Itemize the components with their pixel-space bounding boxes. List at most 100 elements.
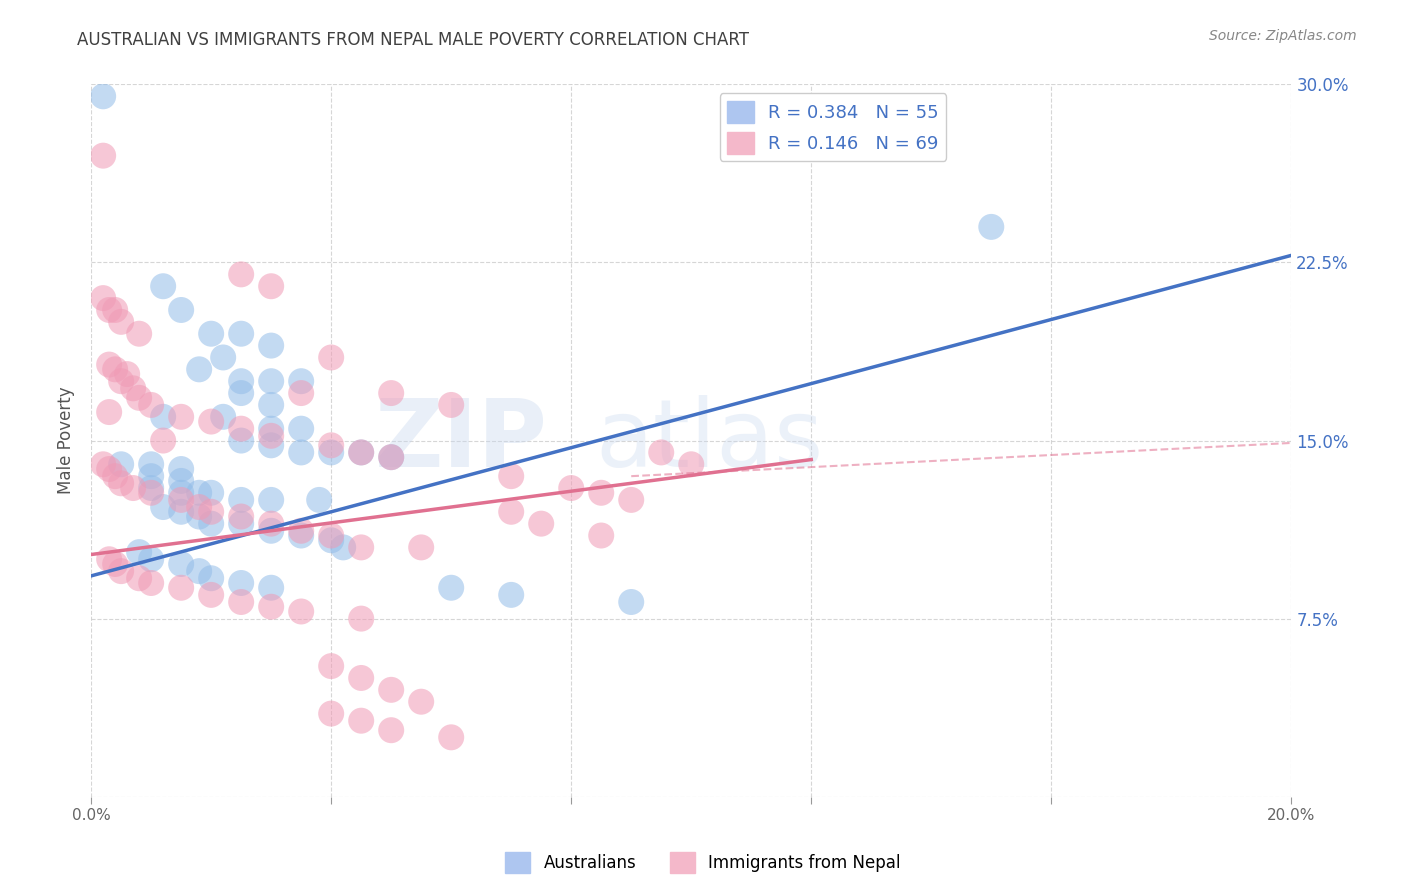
Point <box>128 545 150 559</box>
Point <box>91 89 114 103</box>
Point <box>188 509 211 524</box>
Point <box>152 409 174 424</box>
Point <box>231 422 253 436</box>
Point <box>260 429 283 443</box>
Point <box>200 516 222 531</box>
Point <box>115 367 138 381</box>
Point <box>530 516 553 531</box>
Point <box>380 386 402 401</box>
Point <box>321 528 343 542</box>
Point <box>260 438 283 452</box>
Point <box>91 149 114 163</box>
Point <box>200 571 222 585</box>
Point <box>290 524 312 538</box>
Point <box>231 326 253 341</box>
Point <box>260 599 283 614</box>
Point <box>128 391 150 405</box>
Point <box>188 500 211 514</box>
Point <box>141 576 163 591</box>
Point <box>170 474 193 488</box>
Point <box>141 481 163 495</box>
Point <box>321 533 343 548</box>
Point <box>350 671 373 685</box>
Point <box>200 415 222 429</box>
Point <box>141 398 163 412</box>
Point <box>290 422 312 436</box>
Point <box>350 541 373 555</box>
Point <box>650 445 672 459</box>
Point <box>231 595 253 609</box>
Legend: Australians, Immigrants from Nepal: Australians, Immigrants from Nepal <box>499 846 907 880</box>
Point <box>591 485 613 500</box>
Point <box>128 571 150 585</box>
Point <box>231 268 253 282</box>
Point <box>290 528 312 542</box>
Point <box>110 315 132 329</box>
Point <box>98 303 121 318</box>
Text: atlas: atlas <box>595 394 824 486</box>
Point <box>98 462 121 476</box>
Point <box>290 605 312 619</box>
Point <box>260 398 283 412</box>
Point <box>681 458 703 472</box>
Point <box>440 731 463 745</box>
Point <box>170 492 193 507</box>
Point <box>104 362 127 376</box>
Point <box>122 481 145 495</box>
Point <box>332 541 354 555</box>
Point <box>170 557 193 571</box>
Point <box>501 505 523 519</box>
Point <box>260 524 283 538</box>
Point <box>200 505 222 519</box>
Point <box>188 485 211 500</box>
Point <box>308 492 330 507</box>
Point <box>321 351 343 365</box>
Point <box>260 338 283 352</box>
Point <box>980 219 1002 234</box>
Point <box>141 552 163 566</box>
Point <box>110 458 132 472</box>
Text: ZIP: ZIP <box>374 394 547 486</box>
Point <box>200 485 222 500</box>
Point <box>350 612 373 626</box>
Point <box>231 492 253 507</box>
Point <box>231 386 253 401</box>
Point <box>98 358 121 372</box>
Point <box>122 381 145 395</box>
Point <box>170 485 193 500</box>
Point <box>141 469 163 483</box>
Point <box>128 326 150 341</box>
Point <box>170 505 193 519</box>
Point <box>620 595 643 609</box>
Point <box>98 405 121 419</box>
Point <box>260 422 283 436</box>
Point <box>260 374 283 388</box>
Point <box>501 588 523 602</box>
Point <box>290 386 312 401</box>
Point <box>170 581 193 595</box>
Point <box>321 445 343 459</box>
Point <box>152 434 174 448</box>
Point <box>260 279 283 293</box>
Point <box>110 476 132 491</box>
Point <box>350 445 373 459</box>
Point <box>260 516 283 531</box>
Point <box>440 398 463 412</box>
Legend: R = 0.384   N = 55, R = 0.146   N = 69: R = 0.384 N = 55, R = 0.146 N = 69 <box>720 94 946 161</box>
Point <box>170 409 193 424</box>
Point <box>231 374 253 388</box>
Point <box>620 492 643 507</box>
Point <box>260 492 283 507</box>
Point <box>141 485 163 500</box>
Point <box>380 450 402 465</box>
Y-axis label: Male Poverty: Male Poverty <box>58 387 75 494</box>
Text: AUSTRALIAN VS IMMIGRANTS FROM NEPAL MALE POVERTY CORRELATION CHART: AUSTRALIAN VS IMMIGRANTS FROM NEPAL MALE… <box>77 31 749 49</box>
Point <box>231 576 253 591</box>
Point <box>110 374 132 388</box>
Point <box>231 509 253 524</box>
Point <box>380 723 402 738</box>
Point <box>188 564 211 578</box>
Point <box>231 516 253 531</box>
Point <box>440 581 463 595</box>
Point <box>104 469 127 483</box>
